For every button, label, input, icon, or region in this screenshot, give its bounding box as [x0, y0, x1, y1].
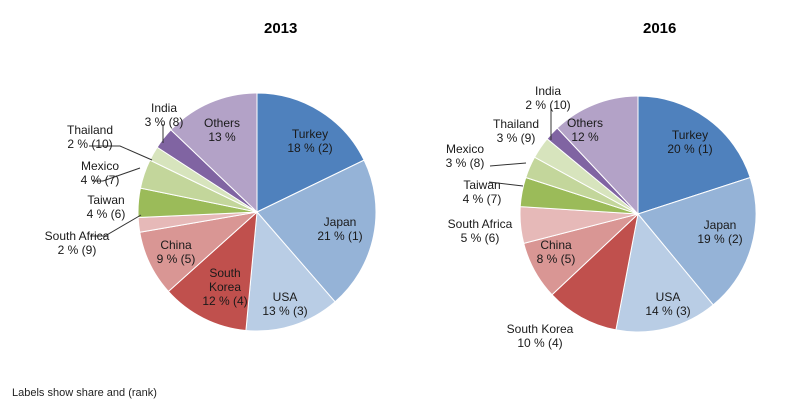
pie-2016	[519, 95, 757, 333]
label-2013-thailand: Thailand 2 % (10)	[66, 123, 114, 151]
label-2016-mexico: Mexico 3 % (8)	[445, 142, 485, 170]
slice-japan	[256, 159, 377, 303]
slice-turkey	[256, 92, 365, 213]
label-2016-taiwan: Taiwan 4 % (7)	[462, 178, 502, 206]
slice-turkey	[637, 95, 751, 215]
label-2013-turkey: Turkey 18 % (2)	[287, 127, 333, 155]
slice-usa	[615, 212, 714, 333]
label-2013-usa: USA 13 % (3)	[262, 290, 308, 318]
label-2013-china: China 9 % (5)	[156, 238, 196, 266]
label-2016-south-africa: South Africa 5 % (6)	[447, 217, 513, 245]
slice-japan	[637, 176, 757, 306]
label-2016-japan: Japan 19 % (2)	[697, 218, 743, 246]
slice-south-korea	[551, 212, 639, 331]
slice-others	[170, 92, 258, 214]
chart-title-2016: 2016	[643, 20, 677, 37]
label-2016-china: China 8 % (5)	[536, 238, 576, 266]
label-2016-thailand: Thailand 3 % (9)	[492, 117, 540, 145]
label-2016-south-korea: South Korea 10 % (4)	[506, 322, 574, 350]
slice-usa	[245, 210, 336, 332]
label-2013-taiwan: Taiwan 4 % (6)	[86, 193, 126, 221]
pie-2013	[137, 92, 377, 332]
footnote: Labels show share and (rank)	[12, 387, 157, 399]
slice-others	[556, 95, 639, 216]
chart-title-2013: 2013	[264, 20, 298, 37]
leader-lines	[89, 108, 552, 237]
label-2016-turkey: Turkey 20 % (1)	[667, 128, 713, 156]
slice-south-korea	[167, 210, 258, 332]
label-2013-india: India 3 % (8)	[144, 101, 184, 129]
label-2013-south-africa: South Africa 2 % (9)	[44, 229, 110, 257]
label-2016-usa: USA 14 % (3)	[645, 290, 691, 318]
label-2013-japan: Japan 21 % (1)	[317, 215, 363, 243]
label-2013-others: Others 13 %	[203, 116, 240, 144]
label-2013-mexico: Mexico 4 % (7)	[80, 159, 120, 187]
label-2016-india: India 2 % (10)	[525, 84, 571, 112]
label-2016-others: Others 12 %	[566, 116, 603, 144]
label-2013-south-korea: South Korea 12 % (4)	[202, 266, 248, 308]
